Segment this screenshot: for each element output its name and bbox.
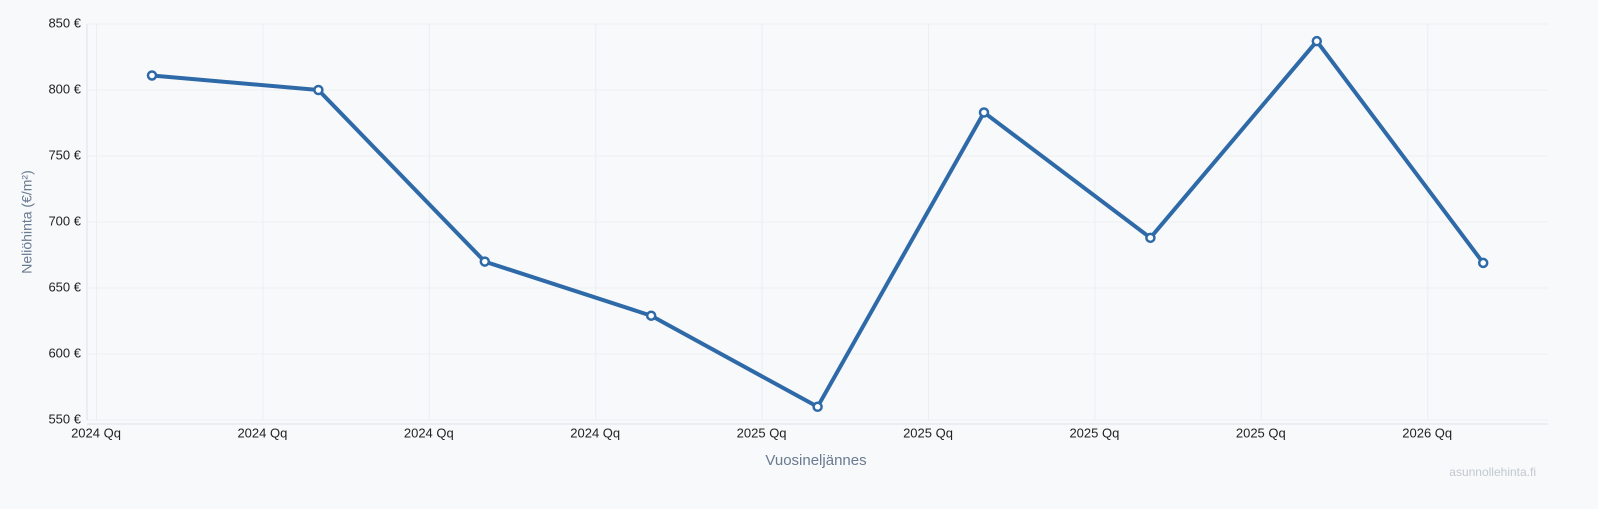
x-tick-label: 2026 Qq [1402,425,1452,440]
watermark: asunnollehinta.fi [1449,465,1536,479]
x-tick-label: 2025 Qq [1069,425,1119,440]
point [812,401,823,413]
point [645,310,657,321]
y-tick-label: 700 € [48,213,81,228]
y-tick-label: 800 € [48,81,81,96]
x-tick-label: 2025 Qq [1236,425,1286,440]
point [978,107,990,118]
line [151,39,1485,409]
point [313,84,324,96]
x-tick-label: 2024 Qq [71,425,121,440]
x-tick-label: 2024 Qq [570,425,620,440]
point [1145,232,1156,244]
y-tick-label: 750 € [48,147,81,162]
y-tick-label: 650 € [48,279,81,294]
x-axis-title: Vuosineljännes [765,452,866,469]
y-tick-label: 550 € [48,411,81,426]
point [1311,35,1323,47]
x-tick-label: 2025 Qq [903,425,953,440]
point [1477,257,1489,269]
x-tick-label: 2024 Qq [237,425,287,440]
x-tick-label: 2024 Qq [404,425,454,440]
y-axis-title: Neliöhinta (€/m²) [19,170,35,273]
point [479,256,491,267]
x-tick-label: 2025 Qq [737,425,787,440]
y-tick-label: 600 € [48,345,81,360]
y-tick-label: 850 € [48,15,81,30]
point [146,70,158,81]
